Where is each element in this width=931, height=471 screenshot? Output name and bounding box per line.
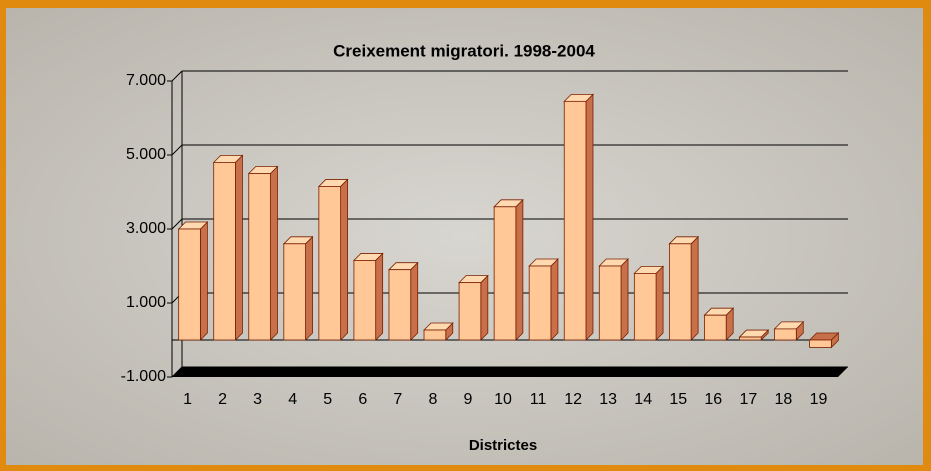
grid-line bbox=[171, 218, 183, 230]
bar-side bbox=[270, 165, 278, 341]
bar-side bbox=[620, 258, 629, 341]
bar-side bbox=[550, 258, 559, 341]
bar bbox=[493, 206, 517, 341]
bar bbox=[739, 336, 762, 341]
y-tick-label: -1.000 bbox=[121, 368, 166, 385]
x-tick-label: 9 bbox=[463, 391, 472, 408]
bar bbox=[178, 228, 201, 341]
bar bbox=[774, 328, 797, 341]
x-axis-title: Districtes bbox=[469, 437, 537, 454]
x-tick-label: 2 bbox=[218, 391, 227, 408]
bar-side bbox=[340, 178, 349, 341]
x-tick-label: 10 bbox=[494, 391, 512, 408]
x-tick-label: 15 bbox=[669, 391, 687, 408]
bar bbox=[318, 186, 342, 341]
x-tick-label: 16 bbox=[704, 391, 722, 408]
bar-side bbox=[375, 252, 384, 341]
x-tick-label: 3 bbox=[253, 391, 262, 408]
x-tick-label: 4 bbox=[288, 391, 297, 408]
chart-title: Creixement migratori. 1998-2004 bbox=[333, 41, 595, 60]
x-tick-label: 17 bbox=[739, 391, 757, 408]
x-tick-label: 12 bbox=[564, 391, 582, 408]
bar bbox=[809, 339, 832, 348]
y-tick-label: 3.000 bbox=[126, 220, 166, 237]
bar bbox=[563, 100, 587, 341]
bar bbox=[598, 265, 622, 341]
floor bbox=[172, 367, 848, 377]
bar bbox=[528, 265, 552, 341]
bar bbox=[458, 282, 482, 341]
bar bbox=[388, 269, 412, 341]
x-tick-label: 11 bbox=[530, 391, 547, 408]
x-tick-label: 19 bbox=[810, 391, 828, 408]
bar bbox=[668, 243, 692, 341]
x-tick-label: 14 bbox=[634, 391, 652, 408]
x-tick-label: 8 bbox=[428, 391, 437, 408]
bar bbox=[423, 329, 447, 341]
bar bbox=[213, 161, 236, 341]
bar-side bbox=[690, 235, 699, 341]
x-tick-label: 6 bbox=[358, 391, 367, 408]
bar-side bbox=[515, 198, 524, 341]
x-tick-label: 13 bbox=[599, 391, 617, 408]
x-tick-label: 1 bbox=[183, 391, 192, 408]
y-tick-label: 5.000 bbox=[126, 146, 166, 163]
bar bbox=[353, 260, 377, 341]
bar-side bbox=[585, 93, 594, 341]
bar bbox=[633, 272, 657, 341]
bar-side bbox=[655, 265, 664, 341]
y-tick-label: 7.000 bbox=[126, 72, 166, 89]
bar-side bbox=[410, 261, 419, 341]
background bbox=[6, 8, 923, 465]
bar bbox=[283, 243, 306, 341]
x-tick-label: 18 bbox=[775, 391, 793, 408]
bar-side bbox=[199, 221, 208, 341]
bar-side bbox=[480, 274, 489, 341]
bar-side bbox=[235, 154, 243, 341]
bar bbox=[248, 173, 271, 341]
grid-line bbox=[171, 144, 183, 156]
grid-line bbox=[171, 70, 183, 82]
x-tick-label: 5 bbox=[323, 391, 332, 408]
y-tick-label: 1.000 bbox=[126, 294, 166, 311]
bar-side bbox=[305, 235, 313, 341]
bar bbox=[704, 314, 727, 341]
x-tick-label: 7 bbox=[393, 391, 402, 408]
